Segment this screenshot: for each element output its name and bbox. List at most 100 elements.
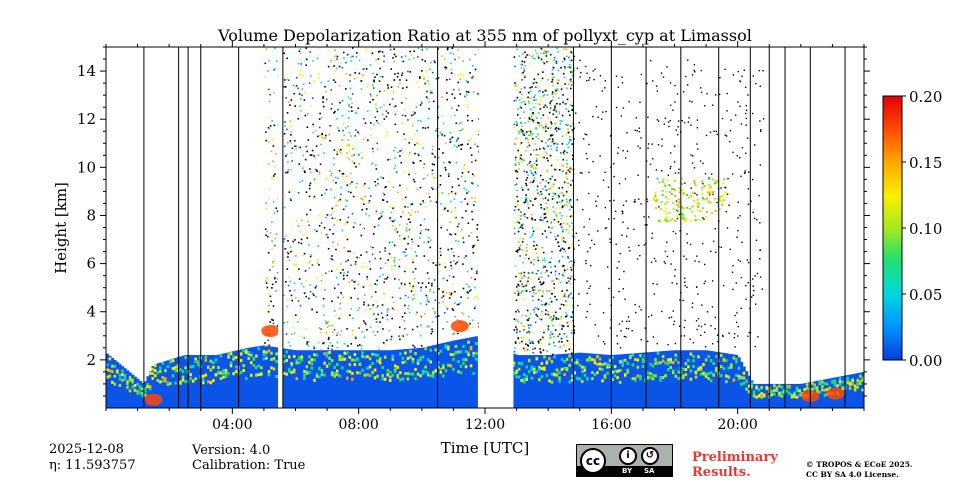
noise-pixel [345, 175, 348, 178]
sparse-pixel [647, 147, 649, 149]
noise-pixel [532, 119, 535, 122]
aerosol-layer-speckle [563, 360, 567, 364]
noise-pixel [521, 129, 524, 132]
sparse-pixel [674, 275, 676, 277]
noise-pixel [360, 80, 363, 82]
noise-pixel [567, 169, 570, 172]
sparse-pixel [696, 255, 698, 257]
aerosol-layer-speckle [581, 370, 585, 374]
noise-pixel [374, 334, 377, 337]
noise-pixel [339, 198, 342, 201]
noise-pixel [572, 297, 574, 299]
noise-pixel [347, 271, 349, 273]
noise-pixel [566, 300, 568, 303]
noise-pixel [309, 284, 311, 286]
noise-pixel [451, 333, 454, 335]
sparse-pixel [761, 288, 764, 290]
aerosol-layer-speckle [255, 354, 259, 358]
aerosol-layer-speckle [439, 370, 443, 374]
sparse-pixel [743, 172, 746, 174]
noise-pixel [308, 297, 310, 300]
noise-pixel [474, 197, 476, 199]
noise-pixel [565, 350, 567, 352]
noise-pixel [376, 110, 379, 113]
noise-pixel [554, 265, 557, 268]
noise-pixel [380, 176, 382, 179]
noise-pixel [561, 340, 563, 343]
noise-pixel [336, 243, 339, 246]
aerosol-layer-column [234, 350, 238, 408]
aerosol-layer-speckle [573, 361, 577, 365]
noise-pixel [326, 322, 328, 324]
noise-pixel [315, 145, 318, 147]
noise-pixel [345, 61, 347, 64]
noise-pixel [523, 170, 526, 173]
aerosol-layer-column [515, 355, 519, 408]
aerosol-layer-speckle [535, 357, 539, 361]
noise-pixel [553, 218, 556, 221]
aerosol-layer-speckle [525, 375, 529, 379]
noise-pixel [460, 175, 463, 178]
aerosol-layer-speckle [646, 371, 650, 375]
noise-pixel [560, 202, 562, 204]
noise-pixel [513, 350, 516, 353]
noise-pixel [427, 82, 430, 84]
noise-pixel [522, 133, 524, 135]
noise-pixel [390, 68, 393, 70]
sparse-pixel [604, 206, 607, 209]
sparse-pixel [734, 314, 736, 317]
noise-pixel [514, 341, 517, 343]
noise-pixel [392, 220, 394, 223]
noise-pixel [558, 195, 560, 198]
noise-pixel [556, 102, 558, 105]
noise-pixel [522, 347, 525, 350]
noise-pixel [306, 150, 308, 153]
noise-pixel [370, 95, 372, 97]
aerosol-layer-speckle [692, 354, 696, 358]
noise-pixel [548, 226, 550, 229]
noise-pixel [555, 298, 558, 301]
aerosol-layer-speckle [303, 370, 307, 374]
noise-pixel [458, 223, 460, 225]
noise-pixel [289, 290, 291, 292]
noise-pixel [518, 246, 521, 249]
noise-pixel [532, 291, 535, 294]
noise-pixel [558, 110, 561, 113]
aerosol-layer-speckle [773, 384, 777, 388]
aerosol-layer-column [439, 343, 443, 408]
noise-pixel [540, 79, 542, 82]
dust-layer-pixel [715, 182, 718, 185]
noise-pixel [390, 268, 393, 270]
noise-pixel [379, 212, 382, 215]
noise-pixel [331, 207, 334, 210]
sparse-pixel [635, 117, 638, 119]
noise-pixel [266, 235, 269, 238]
no-data-gap [478, 47, 514, 408]
aerosol-layer-speckle [217, 370, 221, 374]
aerosol-layer-column [292, 350, 296, 408]
noise-pixel [414, 112, 416, 114]
sparse-pixel [616, 343, 619, 345]
noise-pixel [323, 314, 325, 316]
aerosol-layer-speckle [123, 374, 127, 378]
sparse-pixel [691, 162, 694, 164]
noise-pixel [425, 294, 428, 297]
dust-layer-pixel [668, 211, 671, 214]
noise-pixel [555, 168, 558, 171]
noise-pixel [358, 327, 361, 329]
aerosol-layer-speckle [699, 367, 703, 371]
noise-pixel [364, 195, 367, 198]
noise-pixel [532, 204, 534, 206]
sparse-pixel [683, 121, 686, 124]
aerosol-layer-speckle [285, 359, 289, 363]
noise-pixel [401, 198, 404, 200]
noise-pixel [566, 151, 568, 154]
noise-pixel [567, 142, 570, 144]
noise-pixel [366, 276, 368, 278]
noise-pixel [523, 70, 526, 72]
aerosol-layer-speckle [603, 375, 607, 379]
noise-pixel [290, 142, 292, 144]
x-axis-label: Time [UTC] [441, 439, 530, 457]
noise-pixel [339, 334, 341, 336]
